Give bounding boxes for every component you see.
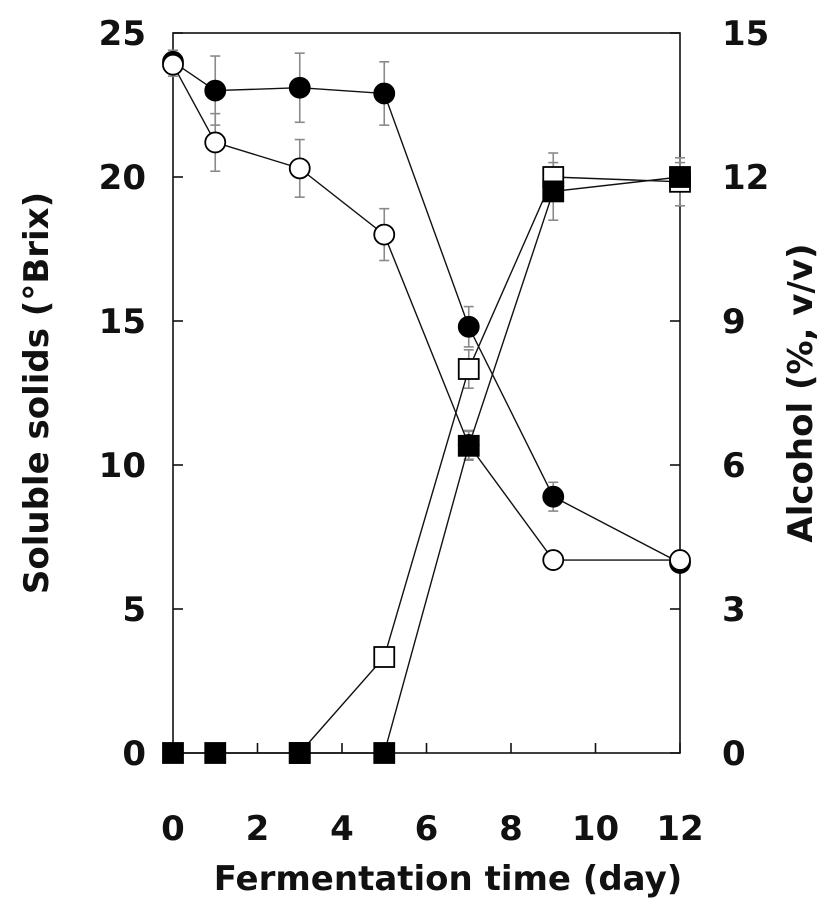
data-point-open-square bbox=[457, 358, 480, 380]
series-lines bbox=[172, 61, 681, 754]
series-layer bbox=[162, 49, 691, 764]
data-point-filled-square bbox=[288, 742, 311, 764]
series-line-open-square bbox=[299, 176, 681, 754]
data-point-filled-circle bbox=[204, 79, 227, 102]
x-tick-label: 12 bbox=[656, 809, 703, 849]
x-tick-label: 10 bbox=[572, 809, 619, 849]
data-point-filled-square bbox=[204, 742, 227, 764]
y-right-tick-label: 3 bbox=[722, 590, 746, 630]
series-line-filled-square bbox=[173, 176, 681, 754]
series-markers bbox=[162, 50, 691, 764]
data-point-filled-circle bbox=[373, 82, 396, 105]
x-tick-label: 4 bbox=[330, 809, 354, 849]
data-point-filled-square bbox=[373, 742, 396, 764]
data-point-open-circle bbox=[542, 549, 565, 571]
data-point-filled-circle bbox=[542, 485, 565, 508]
plot-frame bbox=[172, 32, 681, 754]
data-point-filled-circle bbox=[457, 315, 480, 338]
data-point-open-circle bbox=[204, 131, 227, 154]
data-point-filled-square bbox=[457, 434, 480, 457]
x-axis-title: Fermentation time (day) bbox=[214, 859, 683, 899]
y-left-tick-label: 10 bbox=[99, 446, 146, 486]
y-right-tick-label: 12 bbox=[722, 158, 769, 198]
data-point-open-circle bbox=[669, 549, 691, 571]
series-line-open-circle bbox=[172, 64, 680, 561]
y-axis-title-left: Soluble solids (°Brix) bbox=[17, 192, 57, 594]
series-line-filled-circle bbox=[172, 61, 681, 564]
axis-ticks: 0 2 4 6 8 10 12 0 5 10 15 20 25 0 3 6 9 12 15 bbox=[99, 14, 770, 849]
data-point-filled-square bbox=[669, 166, 691, 188]
data-point-filled-square bbox=[162, 742, 184, 764]
y-left-tick-label: 25 bbox=[99, 14, 146, 54]
data-point-filled-circle bbox=[288, 76, 311, 99]
y-axis-title-right: Alcohol (%, v/v) bbox=[781, 243, 821, 542]
y-right-tick-label: 9 bbox=[722, 302, 746, 342]
x-tick-label: 8 bbox=[499, 809, 523, 849]
x-tick-label: 2 bbox=[246, 809, 270, 849]
y-left-tick-label: 15 bbox=[99, 302, 146, 342]
data-point-filled-square bbox=[542, 180, 565, 203]
y-left-tick-label: 0 bbox=[122, 734, 146, 774]
x-tick-label: 6 bbox=[415, 809, 439, 849]
y-left-tick-label: 20 bbox=[99, 158, 146, 198]
data-point-open-square bbox=[373, 646, 396, 668]
x-tick-label: 0 bbox=[161, 809, 185, 849]
data-point-open-circle bbox=[373, 223, 396, 246]
y-right-tick-label: 15 bbox=[722, 14, 769, 54]
y-right-tick-label: 0 bbox=[722, 734, 746, 774]
data-point-open-circle bbox=[162, 53, 184, 76]
data-point-open-circle bbox=[288, 157, 311, 180]
y-left-tick-label: 5 bbox=[122, 590, 146, 630]
y-right-tick-label: 6 bbox=[722, 446, 746, 486]
error-bars bbox=[168, 49, 685, 570]
